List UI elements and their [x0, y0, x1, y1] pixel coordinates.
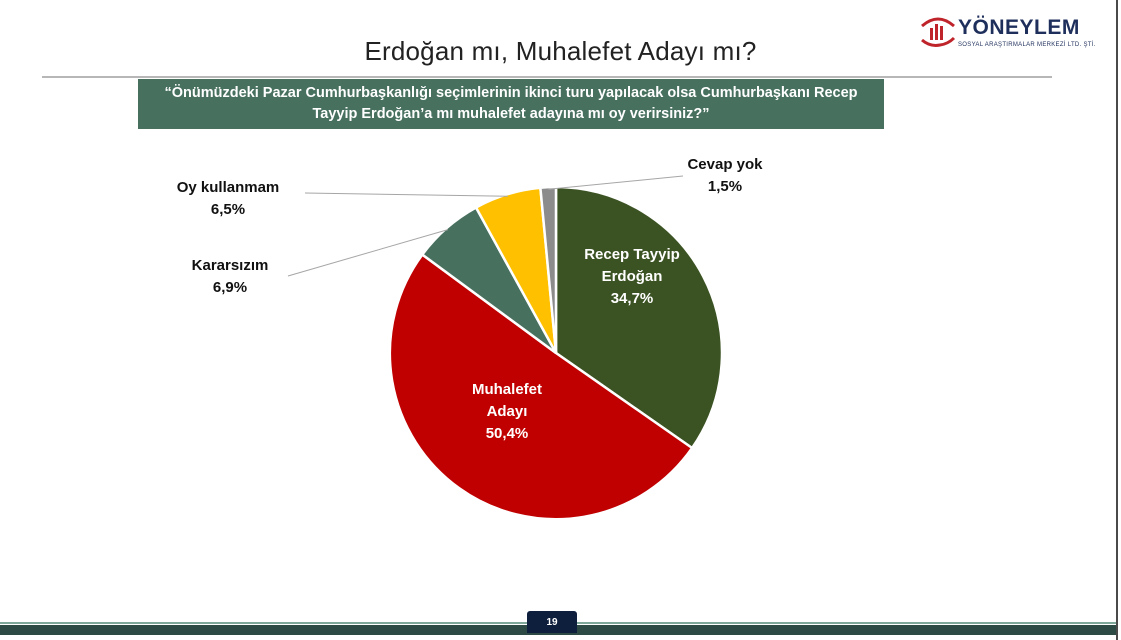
data-label-muhalefet-aday: Muhalefet Adayı 50,4%	[472, 381, 542, 442]
slice-value-label: 50,4%	[486, 425, 529, 442]
page-number: 19	[527, 611, 577, 633]
leader-line-cevap-yok	[548, 175, 684, 190]
leader-line-oy-kullanmam	[304, 192, 508, 197]
slice-name-label: Cevap yok	[687, 156, 763, 173]
pie-slice-recep-tayyip-erdog-an	[554, 185, 724, 450]
pie-slice-muhalefet-aday	[388, 252, 694, 521]
logo-name: YÖNEYLEM	[958, 16, 1080, 39]
slide-title: Erdoğan mı, Muhalefet Adayı mı?	[364, 36, 757, 66]
slice-name-label: Kararsızım	[192, 257, 269, 274]
data-label-cevap-yok: Cevap yok 1,5%	[687, 156, 763, 195]
leader-line-karars-z-m	[287, 229, 449, 277]
logo-subtitle: SOSYAL ARAŞTIRMALAR MERKEZİ LTD. ŞTİ.	[958, 42, 1096, 48]
logo: YÖNEYLEM SOSYAL ARAŞTIRMALAR MERKEZİ LTD…	[918, 14, 1098, 54]
slice-value-label: 6,9%	[213, 279, 247, 296]
slice-value-label: 1,5%	[708, 178, 742, 195]
pie-slice-cevap-yok	[539, 185, 558, 354]
question-line-1: “Önümüzdeki Pazar Cumhurbaşkanlığı seçim…	[164, 85, 858, 101]
window-edge	[1116, 0, 1118, 640]
data-label-oy-kullanmam: Oy kullanmam 6,5%	[177, 179, 280, 218]
slice-name-label: Muhalefet	[472, 381, 542, 398]
slice-name-label: Adayı	[487, 403, 528, 420]
data-label-karars-z-m: Kararsızım 6,9%	[192, 257, 269, 296]
slice-name-label: Erdoğan	[602, 268, 663, 285]
slice-value-label: 34,7%	[611, 290, 654, 307]
question-box: “Önümüzdeki Pazar Cumhurbaşkanlığı seçim…	[138, 79, 884, 129]
data-label-recep-tayyip-erdog-an: Recep Tayyip Erdoğan 34,7%	[584, 246, 680, 307]
bar-chart-hand-icon	[921, 17, 956, 47]
title-divider	[42, 76, 1052, 78]
slice-name-label: Recep Tayyip	[584, 246, 680, 263]
slice-name-label: Oy kullanmam	[177, 179, 280, 196]
slice-value-label: 6,5%	[211, 201, 245, 218]
question-line-2: Tayyip Erdoğan’a mı muhalefet adayına mı…	[312, 106, 710, 122]
